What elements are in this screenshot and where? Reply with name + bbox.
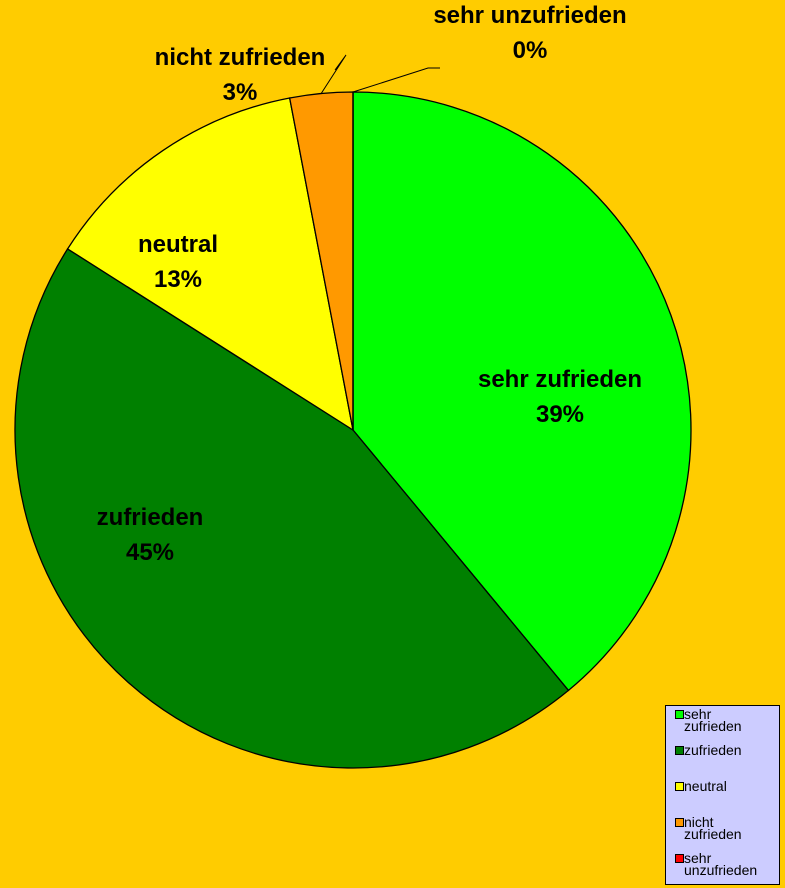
leader-line [320, 54, 347, 94]
label-value: 39% [535, 401, 585, 428]
legend-swatch [675, 854, 684, 863]
label-value: 45% [125, 539, 175, 566]
data-label: zufrieden 45% [30, 500, 270, 570]
legend-swatch [675, 818, 684, 827]
legend-item: sehr unzufrieden [675, 850, 758, 888]
label-value: 3% [222, 79, 258, 106]
legend-swatch [675, 746, 684, 755]
label-name: sehr zufrieden [477, 366, 643, 393]
label-name: nicht zufrieden [154, 44, 326, 71]
pie-slice [352, 91, 692, 692]
legend-item: sehr zufrieden [675, 706, 754, 744]
label-name: zufrieden [96, 504, 204, 531]
legend-label: neutral [684, 778, 727, 794]
legend-item: zufrieden [675, 742, 754, 780]
label-value: 13% [153, 266, 203, 293]
label-name: neutral [137, 231, 218, 258]
legend-label: sehr unzufrieden [684, 850, 758, 878]
legend-label: zufrieden [684, 742, 742, 758]
legend-item: neutral [675, 778, 754, 816]
data-label: nicht zufrieden 3% [110, 40, 370, 110]
pie-slice [66, 97, 354, 432]
legend: sehr zufrieden zufrieden neutral nicht zufr… [665, 705, 780, 885]
legend-swatch [675, 782, 684, 791]
legend-label: sehr zufrieden [684, 706, 742, 734]
legend-label: nicht zufrieden [684, 814, 742, 842]
label-value: 0% [512, 37, 548, 64]
data-label: sehr zufrieden 39% [430, 362, 690, 432]
leader-line [352, 67, 440, 93]
pie-slice [14, 247, 570, 769]
data-label: sehr unzufrieden 0% [430, 0, 630, 68]
legend-swatch [675, 710, 684, 719]
label-name: sehr unzufrieden [433, 2, 627, 29]
legend-item: nicht zufrieden [675, 814, 754, 852]
data-label: neutral 13% [78, 227, 278, 297]
